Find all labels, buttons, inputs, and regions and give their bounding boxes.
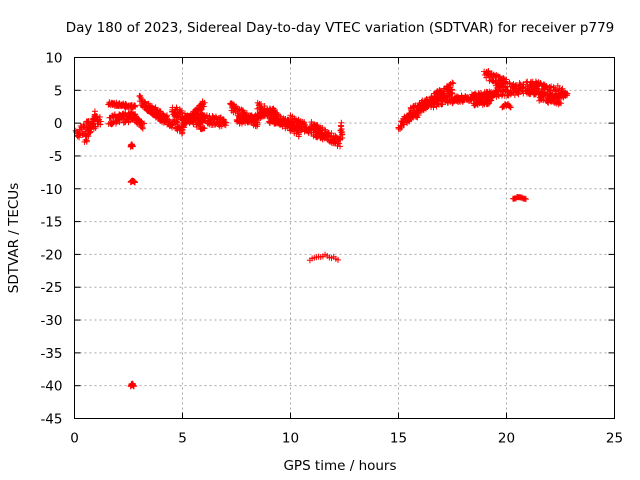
y-tick-label: -15 [40,215,62,231]
data-point [301,119,308,126]
y-tick-label: 10 [45,51,62,67]
data-point [182,120,189,127]
y-tick-label: 5 [54,83,63,99]
data-point [163,113,170,120]
data-point [154,107,161,114]
y-tick-label: -40 [40,379,62,395]
data-point [295,131,302,138]
data-point [76,134,83,141]
data-point [89,121,96,128]
data-point [314,122,321,129]
data-point [254,123,261,130]
data-point [83,138,90,145]
data-point [293,130,300,137]
data-point [240,107,247,114]
data-point [200,103,207,110]
y-tick-label: -45 [40,412,62,428]
data-point [398,124,405,131]
data-point [132,102,139,109]
scatter-points [72,68,571,390]
data-point [93,113,100,120]
data-point [222,119,229,126]
data-point [139,125,146,132]
data-point [150,106,157,113]
data-point [258,101,265,108]
y-tick-label: -25 [40,280,62,296]
data-point [90,118,97,125]
y-axis-label: SDTVAR / TECUs [6,183,22,293]
data-point [200,124,207,131]
x-tick-label: 10 [282,431,299,447]
data-point [335,140,342,147]
x-axis-label: GPS time / hours [283,458,396,474]
data-point [97,118,104,125]
y-tick-label: 0 [54,116,63,132]
y-tick-label: -10 [40,182,62,198]
data-point [79,132,86,139]
x-tick-label: 0 [70,431,79,447]
chart-title: Day 180 of 2023, Sidereal Day-to-day VTE… [66,20,615,36]
data-point [96,113,103,120]
data-point [201,125,208,132]
data-point [91,108,98,115]
x-tick-label: 5 [178,431,187,447]
y-tick-label: -30 [40,313,62,329]
x-tick-label: 20 [498,431,515,447]
data-point [86,130,93,137]
x-tick-label: 25 [606,431,623,447]
data-point [116,117,123,124]
data-point [97,121,104,128]
data-point [180,124,187,131]
data-point [201,99,208,106]
data-point [178,109,185,116]
data-point [141,120,148,127]
data-point [267,107,274,114]
y-tick-label: -20 [40,247,62,263]
data-point [215,122,222,129]
data-point [174,119,181,126]
y-tick-label: -5 [49,149,62,165]
y-tick-label: -35 [40,346,62,362]
data-point [261,103,268,110]
data-point [337,143,344,150]
x-tick-label: 15 [390,431,407,447]
data-point [202,113,209,120]
data-point [92,124,99,131]
data-point [153,107,160,114]
data-point [397,126,404,133]
data-point [338,119,345,126]
